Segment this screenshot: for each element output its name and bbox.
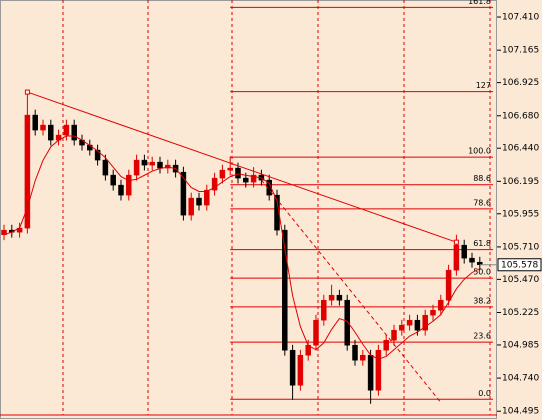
candle-body [24, 114, 31, 229]
candle-body [266, 179, 272, 196]
trendline [27, 91, 457, 243]
candle-body [289, 349, 296, 386]
candle-body [352, 344, 358, 361]
candle-body [274, 194, 280, 231]
candle-body [32, 114, 38, 131]
fib-label: 50.0 [473, 268, 491, 277]
candle-body [180, 171, 187, 216]
y-tick-label: 104.985 [502, 340, 539, 350]
candle-body [63, 124, 70, 136]
candle-body [297, 354, 304, 386]
candle-body [406, 319, 413, 326]
plot-frame [0, 0, 497, 419]
last-price-label: 105.578 [501, 260, 538, 270]
candle-body [461, 244, 467, 259]
candle-body [422, 314, 428, 331]
candle-body [94, 149, 101, 161]
candle-body [188, 197, 194, 216]
candle-body [219, 169, 226, 179]
candle-body [196, 197, 202, 206]
candle-body [399, 324, 405, 331]
candle-body [48, 124, 54, 141]
fib-label: 100.0 [468, 147, 491, 156]
candle-body [383, 339, 389, 351]
y-tick-label: 104.495 [502, 407, 539, 417]
fib-label: 23.6 [473, 332, 491, 341]
fib-label: 61.8 [473, 239, 491, 248]
y-tick-label: 107.410 [502, 13, 539, 23]
candle-body [40, 124, 46, 131]
candle-body [375, 349, 382, 391]
candle-body [141, 159, 148, 166]
candle-body [328, 294, 335, 301]
candle-body [360, 354, 366, 361]
fib-label: 161.8 [468, 0, 491, 6]
candle-body [367, 354, 374, 391]
candle-body [469, 257, 475, 263]
y-tick-label: 105.955 [502, 209, 539, 219]
y-tick-label: 106.195 [502, 177, 539, 187]
candle-body [118, 184, 124, 196]
fib-label: 38.2 [473, 296, 491, 305]
candle-body [445, 269, 452, 301]
candle-body [1, 229, 7, 235]
candle-body [243, 177, 249, 183]
candle-body [313, 319, 319, 346]
trendline-handle [24, 89, 30, 95]
fib-label: 88.6 [473, 174, 491, 183]
candle-body [282, 229, 288, 351]
fib-label: 78.6 [473, 198, 491, 207]
candle-body [321, 299, 327, 321]
y-tick-label: 106.440 [502, 144, 539, 154]
candle-body [391, 329, 397, 341]
candle-body [165, 164, 171, 169]
candle-body [235, 167, 241, 179]
candle-body [430, 309, 436, 316]
y-tick-label: 107.165 [502, 46, 539, 56]
candle-body [211, 177, 218, 191]
moving-average [3, 135, 481, 360]
y-tick-label: 106.680 [502, 111, 539, 121]
fib-base-line [261, 179, 442, 403]
candle-body [71, 124, 77, 141]
candle-body [414, 319, 421, 331]
candle-body [204, 189, 210, 206]
candle-body [250, 174, 257, 183]
candle-body [453, 244, 460, 271]
candle-body [438, 299, 444, 311]
candle-body [110, 174, 116, 186]
candle-body [344, 299, 350, 346]
y-tick-label: 106.925 [502, 78, 539, 88]
trendline-handle [453, 239, 459, 245]
candle-body [157, 161, 163, 169]
candle-body [102, 159, 109, 176]
fib-label: 127 [476, 81, 491, 90]
candle-body [149, 161, 155, 166]
fib-label: 0.0 [478, 389, 491, 398]
candle-body [227, 167, 233, 171]
y-tick-label: 104.740 [502, 374, 539, 384]
y-tick-label: 105.710 [502, 242, 539, 252]
y-tick-label: 105.225 [502, 308, 539, 318]
y-tick-label: 105.470 [502, 275, 539, 285]
candle-body [126, 174, 132, 196]
last-price-box [497, 258, 542, 272]
candle-body [133, 159, 140, 176]
candle-body [336, 294, 343, 301]
